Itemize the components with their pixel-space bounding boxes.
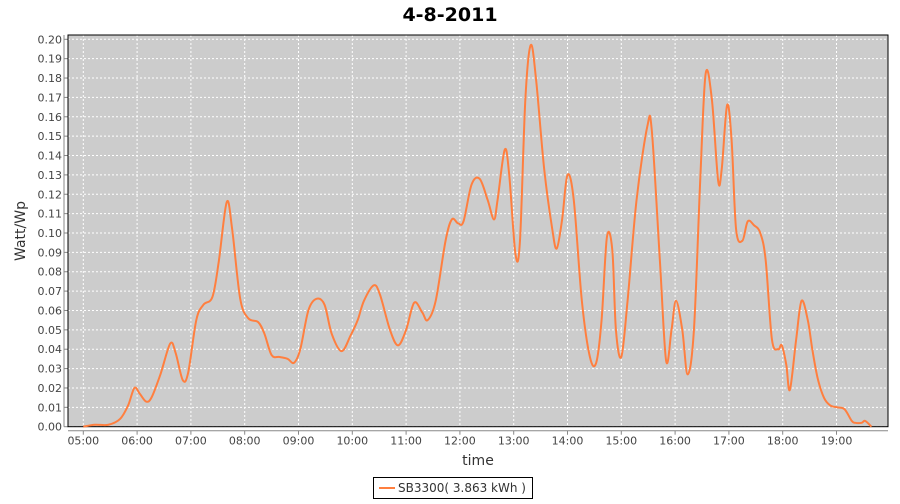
y-tick-label: 0.11	[38, 208, 63, 221]
y-tick-label: 0.19	[38, 53, 63, 66]
y-tick-label: 0.10	[38, 227, 63, 240]
x-tick-label: 07:00	[175, 435, 207, 448]
x-axis-label: time	[462, 453, 494, 469]
plot-background	[68, 35, 888, 427]
y-tick-label: 0.07	[38, 285, 63, 298]
plot-border	[67, 34, 889, 428]
y-tick-label: 0.04	[38, 343, 63, 356]
y-tick-label: 0.14	[38, 150, 63, 163]
y-tick-label: 0.05	[38, 324, 63, 337]
y-tick-label: 0.17	[38, 91, 63, 104]
y-tick-label: 0.15	[38, 130, 63, 143]
x-tick-label: 19:00	[821, 435, 853, 448]
y-tick-label: 0.03	[38, 363, 63, 376]
y-tick-label: 0.12	[38, 188, 63, 201]
x-tick-label: 15:00	[605, 435, 637, 448]
plot-area: 0.00 0.01 0.02 0.03 0.04 0.05 0.06 0.07 0.08 0.09…	[38, 33, 889, 448]
legend-label: SB3300( 3.863 kWh )	[398, 481, 526, 495]
y-tick-label: 0.20	[38, 33, 63, 46]
y-tick-label: 0.09	[38, 246, 63, 259]
y-axis-label: Watt/Wp	[13, 201, 29, 261]
y-tick-label: 0.01	[38, 401, 63, 414]
x-tick-label: 18:00	[767, 435, 799, 448]
y-tick-label: 0.08	[38, 266, 63, 279]
legend-swatch	[379, 487, 395, 489]
y-tick-label: 0.18	[38, 72, 63, 85]
x-tick-label: 13:00	[498, 435, 530, 448]
x-tick-label: 14:00	[552, 435, 584, 448]
y-tick-label: 0.02	[38, 382, 63, 395]
y-tick-label: 0.13	[38, 169, 63, 182]
series-line	[83, 43, 873, 428]
chart-title: 4-8-2011	[402, 4, 497, 26]
x-tick-label: 11:00	[390, 435, 422, 448]
x-tick-label: 05:00	[67, 435, 99, 448]
x-tick-label: 09:00	[283, 435, 315, 448]
x-tick-label: 16:00	[659, 435, 691, 448]
x-tick-label: 06:00	[121, 435, 153, 448]
x-tick-label: 08:00	[229, 435, 261, 448]
legend: SB3300( 3.863 kWh )	[373, 477, 533, 499]
y-tick-label: 0.06	[38, 304, 63, 317]
x-tick-label: 17:00	[713, 435, 745, 448]
y-tick-label: 0.16	[38, 111, 63, 124]
x-tick-label: 10:00	[336, 435, 368, 448]
x-tick-label: 12:00	[444, 435, 476, 448]
y-tick-label: 0.00	[38, 421, 63, 434]
